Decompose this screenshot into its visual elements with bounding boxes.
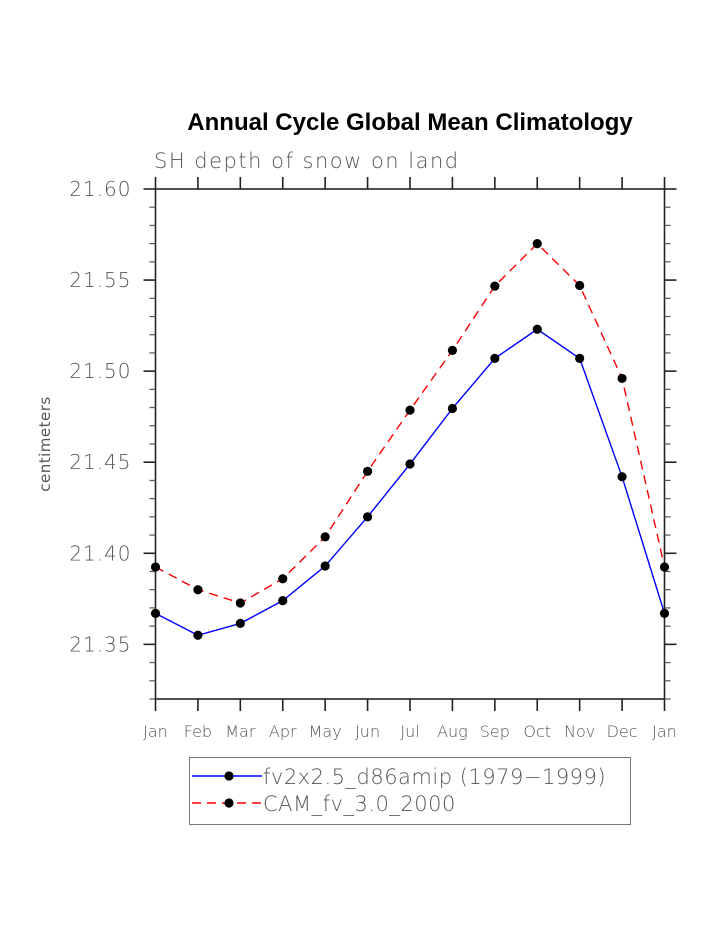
data-point bbox=[193, 585, 203, 595]
x-tick-label: Jan bbox=[143, 722, 168, 741]
x-tick-label: Mar bbox=[225, 722, 256, 741]
x-tick-label: Apr bbox=[269, 722, 297, 741]
data-point bbox=[659, 608, 670, 618]
x-tick-label: Oct bbox=[523, 722, 551, 741]
x-tick-label: Jul bbox=[400, 722, 419, 741]
plot-frame bbox=[154, 188, 666, 700]
data-point bbox=[320, 532, 330, 542]
legend-item: fv2x2.5_d86amip (1979−1999) bbox=[192, 765, 606, 789]
legend-marker bbox=[224, 771, 234, 781]
data-point bbox=[447, 345, 458, 355]
x-tick-label: Jun bbox=[355, 722, 380, 741]
data-point bbox=[235, 618, 245, 629]
legend-marker bbox=[224, 798, 234, 808]
data-point bbox=[532, 239, 542, 249]
chart-title: Annual Cycle Global Mean Climatology bbox=[187, 109, 633, 136]
data-point bbox=[532, 324, 542, 334]
axes bbox=[154, 188, 666, 700]
data-point bbox=[490, 281, 500, 291]
x-ticks: Jan Feb Mar Apr May Jun Jul Aug Sep Oct Nov Dec Jan bbox=[143, 177, 677, 741]
data-point bbox=[362, 466, 373, 476]
series-line bbox=[155, 242, 666, 604]
data-point bbox=[490, 353, 500, 363]
data-point bbox=[278, 596, 288, 606]
y-axis-label: centimeters bbox=[36, 396, 54, 491]
y-tick-label: 21.60 bbox=[69, 177, 131, 201]
legend-label: CAM_fv_3.0_2000 bbox=[263, 792, 456, 816]
y-tick-label: 21.45 bbox=[69, 450, 131, 474]
series-cam-fv-3-0-2000 bbox=[150, 239, 670, 608]
data-point bbox=[278, 574, 288, 584]
x-tick-label: Nov bbox=[564, 722, 595, 741]
data-point bbox=[150, 608, 161, 618]
y-ticks: 21.35 21.40 21.45 21.50 21.55 21.60 bbox=[69, 177, 677, 700]
series-fv2x2-5-d86amip bbox=[150, 324, 670, 640]
series-layer bbox=[150, 239, 670, 640]
x-tick-label: Aug bbox=[437, 722, 468, 741]
y-tick-label: 21.35 bbox=[69, 632, 131, 656]
data-point bbox=[193, 630, 203, 640]
data-point bbox=[405, 405, 415, 415]
data-point bbox=[575, 280, 585, 291]
y-tick-label: 21.50 bbox=[69, 359, 131, 383]
x-tick-label: May bbox=[309, 722, 342, 741]
x-tick-label: Feb bbox=[184, 722, 212, 741]
data-point bbox=[617, 373, 627, 384]
data-point bbox=[659, 562, 670, 572]
data-point bbox=[447, 403, 458, 414]
x-tick-label: Sep bbox=[480, 722, 510, 741]
legend-item: CAM_fv_3.0_2000 bbox=[192, 792, 456, 816]
data-point bbox=[320, 561, 330, 571]
x-tick-label: Jan bbox=[652, 722, 677, 741]
data-point bbox=[575, 353, 585, 363]
legend-box bbox=[189, 757, 631, 825]
legend-label: fv2x2.5_d86amip (1979−1999) bbox=[263, 765, 606, 789]
chart-subtitle: SH depth of snow on land bbox=[154, 149, 460, 173]
y-tick-label: 21.40 bbox=[69, 541, 131, 565]
legend: fv2x2.5_d86amip (1979−1999) CAM_fv_3.0_20… bbox=[189, 757, 631, 825]
series-line bbox=[155, 328, 666, 636]
y-tick-label: 21.55 bbox=[69, 268, 131, 292]
data-point bbox=[362, 512, 373, 522]
x-tick-label: Dec bbox=[607, 722, 638, 741]
data-point bbox=[405, 459, 415, 469]
data-point bbox=[235, 598, 245, 608]
data-point bbox=[617, 472, 627, 482]
data-point bbox=[150, 562, 161, 572]
